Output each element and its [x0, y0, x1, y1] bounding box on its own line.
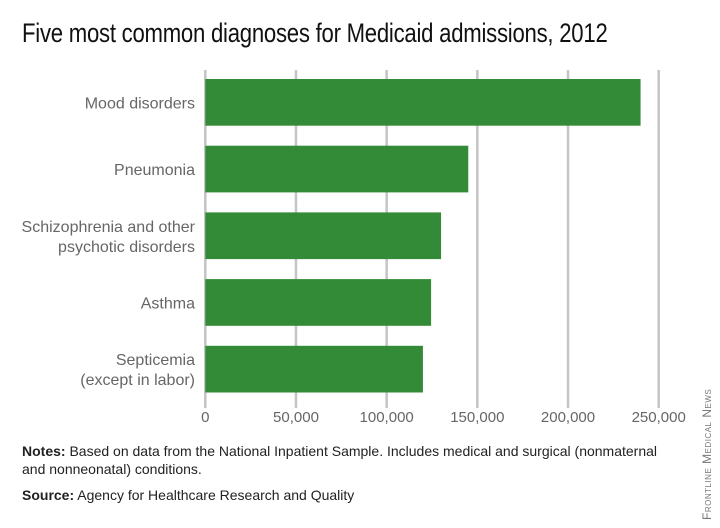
- credit: Frontline Medical News: [700, 388, 714, 520]
- x-tick-label: 100,000: [360, 409, 414, 426]
- x-tick-label: 200,000: [541, 409, 595, 426]
- x-tick-label: 250,000: [632, 409, 686, 426]
- bar-chart: 0 50,000 100,000 150,000 200,000 250,000 Mood …: [22, 70, 686, 426]
- source-text: Agency for Healthcare Research and Quali…: [74, 487, 355, 503]
- category-label: Schizophrenia and other: [22, 219, 196, 236]
- source-label: Source:: [22, 487, 75, 503]
- notes-text: Based on data from the National Inpatien…: [22, 443, 658, 477]
- x-tick-label: 0: [201, 409, 209, 426]
- bar: [205, 145, 469, 193]
- category-label: (except in labor): [80, 372, 195, 389]
- bar: [205, 345, 423, 393]
- chart-title: Five most common diagnoses for Medicaid …: [22, 18, 608, 48]
- source: Source: Agency for Healthcare Research a…: [22, 487, 354, 503]
- category-label: psychotic disorders: [58, 239, 195, 256]
- x-tick-label: 50,000: [273, 409, 319, 426]
- category-label: Mood disorders: [85, 95, 195, 112]
- bar: [205, 79, 641, 126]
- bar: [205, 212, 442, 260]
- category-label: Septicemia: [116, 352, 195, 369]
- x-tick-label: 150,000: [450, 409, 504, 426]
- notes: Notes: Based on data from the National I…: [22, 442, 662, 478]
- notes-label: Notes:: [22, 443, 66, 459]
- category-label: Asthma: [141, 295, 195, 312]
- category-label: Pneumonia: [114, 162, 195, 179]
- bar: [205, 279, 432, 326]
